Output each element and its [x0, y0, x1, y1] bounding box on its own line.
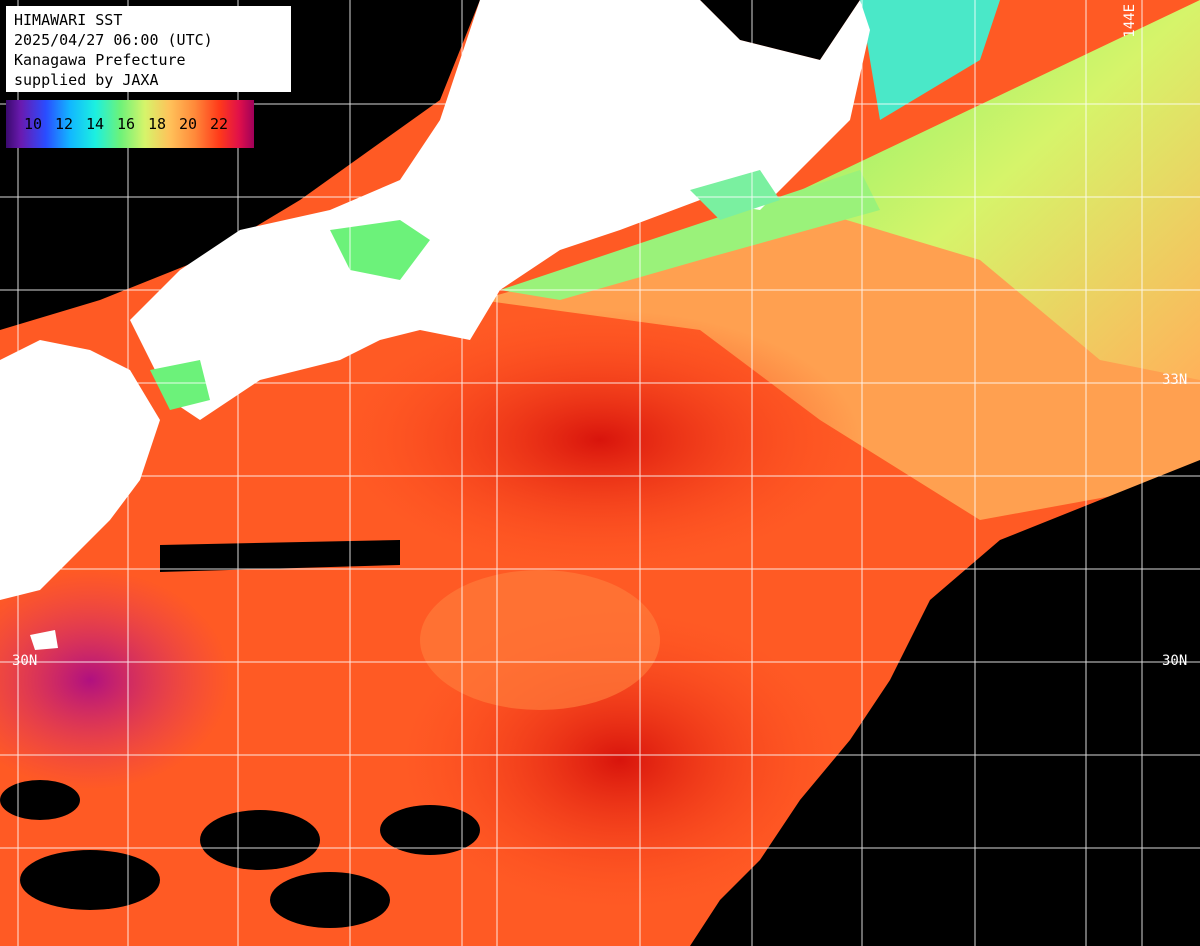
no-data-cloud-3 — [20, 850, 160, 910]
land-coast-green-3 — [690, 170, 780, 220]
lat-label-33n: 33N — [1162, 372, 1188, 388]
sea-purple-patch — [0, 570, 230, 790]
lat-label-30n-left: 30N — [12, 653, 38, 669]
legend-label: 22 — [210, 115, 229, 133]
sea-warm-swirl — [420, 570, 660, 710]
land-island-small — [30, 630, 58, 650]
sea-hot-core — [340, 310, 860, 570]
land-kyushu — [0, 340, 160, 600]
info-title: HIMAWARI SST — [14, 11, 123, 29]
legend-label: 12 — [55, 115, 74, 133]
lat-label-30n-right: 30N — [1162, 653, 1188, 669]
sea-coastal-green — [500, 170, 880, 300]
land-coast-green-1 — [330, 220, 430, 280]
legend-label: 20 — [179, 115, 198, 133]
land-shikoku — [250, 300, 380, 365]
lon-label-144e: 144E — [1122, 4, 1138, 38]
no-data-southeast — [690, 460, 1200, 946]
lon-label-136e: 136E — [480, 4, 496, 38]
info-supplier: supplied by JAXA — [14, 71, 159, 89]
legend-labels: 10 12 14 16 18 20 22 — [6, 115, 241, 133]
color-legend: 10 12 14 16 18 20 22 — [6, 100, 254, 148]
no-data-cloud-2 — [380, 805, 480, 855]
legend-label: 16 — [117, 115, 136, 133]
info-box: HIMAWARI SST 2025/04/27 06:00 (UTC) Kana… — [6, 6, 291, 92]
no-data-band-1 — [160, 540, 400, 572]
no-data-cloud-1 — [200, 810, 320, 870]
legend-label: 14 — [86, 115, 105, 133]
no-data-cloud-5 — [0, 780, 80, 820]
land-coast-green-2 — [150, 360, 210, 410]
sea-northeast-green — [780, 0, 1200, 380]
no-data-north-gap — [700, 0, 860, 60]
legend-label: 10 — [24, 115, 43, 133]
info-timestamp: 2025/04/27 06:00 (UTC) — [14, 31, 213, 49]
info-prefecture: Kanagawa Prefecture — [14, 51, 186, 69]
no-data-cloud-4 — [270, 872, 390, 928]
sea-cyan-corner — [860, 0, 1000, 120]
legend-label: 18 — [148, 115, 167, 133]
